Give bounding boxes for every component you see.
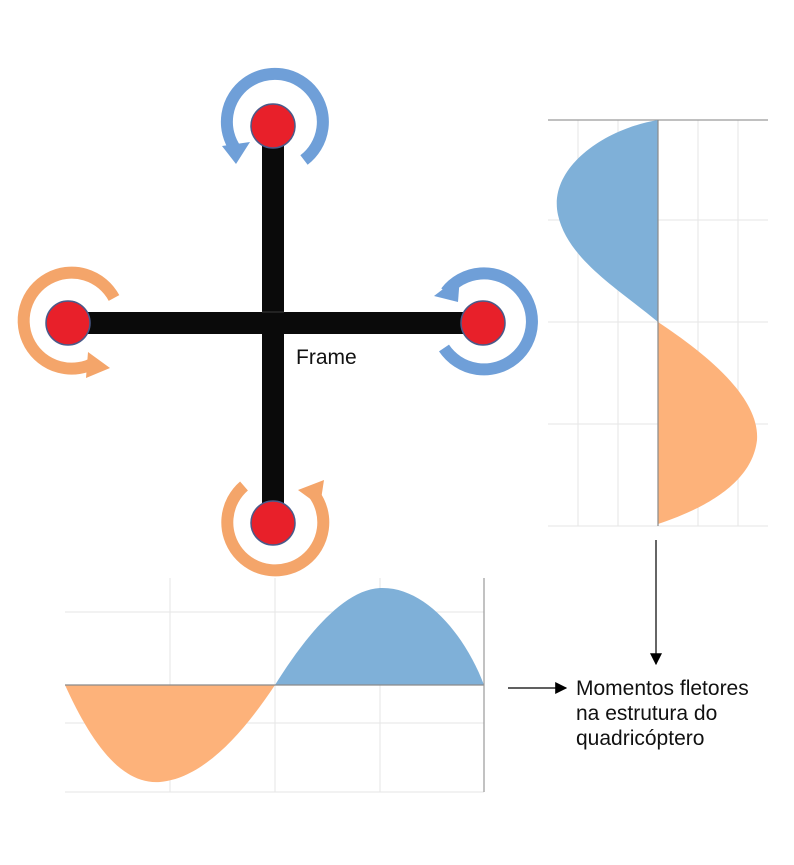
motor-top bbox=[250, 103, 296, 149]
caption: Momentos fletores na estrutura do quadri… bbox=[576, 677, 749, 750]
rotation-arrow-bottom bbox=[221, 480, 330, 577]
horizontal-moment-negative-lobe bbox=[65, 685, 275, 783]
vertical-moment-positive-lobe bbox=[556, 120, 658, 322]
caption-line-1: Momentos fletores bbox=[576, 677, 749, 700]
rotation-arrow-right bbox=[434, 267, 538, 376]
horizontal-moment-positive-lobe bbox=[275, 587, 484, 685]
motor-bottom bbox=[250, 500, 296, 546]
quadcopter-frame bbox=[68, 126, 486, 528]
frame-arm-vertical bbox=[262, 126, 284, 528]
vertical-moment-plot bbox=[548, 119, 768, 527]
rotation-arrow-left bbox=[17, 266, 120, 378]
caption-line-3: quadricóptero bbox=[576, 727, 704, 750]
vertical-moment-negative-lobe bbox=[658, 322, 758, 524]
motor-left bbox=[45, 300, 91, 346]
horizontal-moment-plot bbox=[65, 578, 485, 793]
motor-right bbox=[460, 300, 506, 346]
rotation-arrow-top bbox=[220, 67, 329, 165]
caption-line-2: na estrutura do bbox=[576, 702, 717, 725]
frame-label: Frame bbox=[296, 346, 357, 369]
